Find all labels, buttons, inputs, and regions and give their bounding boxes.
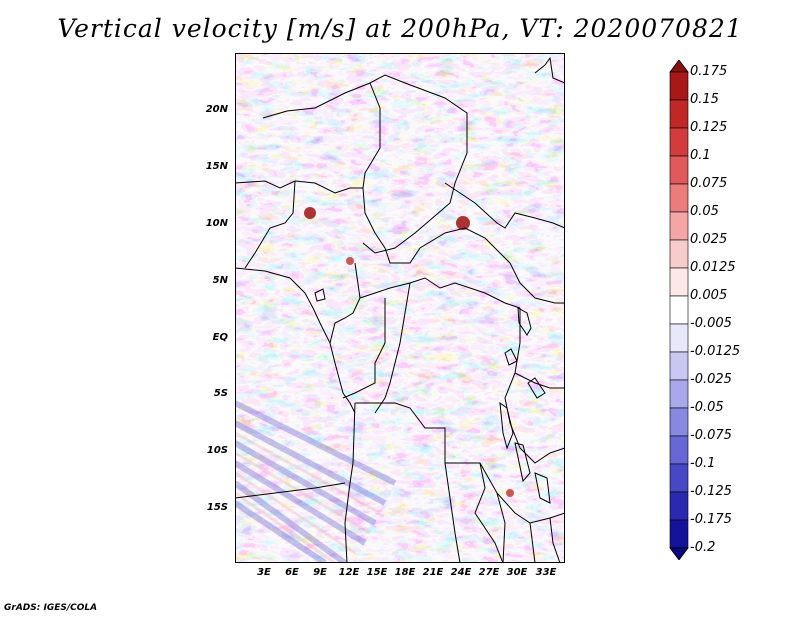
colorbar-label: -0.005 xyxy=(690,316,732,331)
lat-label: EQ xyxy=(212,332,228,343)
colorbar-label: -0.0125 xyxy=(690,344,741,359)
lon-label: 6E xyxy=(285,567,299,578)
colorbar-label: 0.1 xyxy=(690,148,711,163)
colorbar-min-arrow xyxy=(669,547,689,560)
colorbar-label: 0.125 xyxy=(690,120,728,135)
colorbar-label: -0.025 xyxy=(690,372,732,387)
colorbar-segment xyxy=(669,519,689,549)
lon-label: 18E xyxy=(394,567,416,578)
lon-label: 15E xyxy=(366,567,388,578)
colorbar-segment xyxy=(669,491,689,521)
lon-label: 24E xyxy=(450,567,472,578)
colorbar-label: 0.175 xyxy=(690,64,728,79)
colorbar-segment xyxy=(669,407,689,437)
colorbar-label: 0.05 xyxy=(690,204,719,219)
velocity-field xyxy=(235,53,565,563)
lat-label: 5N xyxy=(212,275,228,286)
colorbar-segment xyxy=(669,435,689,465)
colorbar-label: 0.075 xyxy=(690,176,728,191)
lat-label: 10N xyxy=(205,218,228,229)
lon-label: 33E xyxy=(535,567,557,578)
lon-label: 9E xyxy=(313,567,327,578)
lon-label: 30E xyxy=(506,567,528,578)
colorbar-max-arrow xyxy=(669,60,689,73)
coastline xyxy=(235,56,565,414)
colorbar-segment xyxy=(669,267,689,297)
colorbar-segment xyxy=(669,379,689,409)
colorbar-segment xyxy=(669,71,689,101)
colorbar-segment xyxy=(669,239,689,269)
colorbar-label: 0.15 xyxy=(690,92,719,107)
country-borders xyxy=(235,74,565,563)
colorbar-label: -0.2 xyxy=(690,540,716,555)
colorbar xyxy=(669,60,689,560)
colorbar-segment xyxy=(669,351,689,381)
lat-label: 10S xyxy=(206,445,228,456)
colorbar-label: 0.005 xyxy=(690,288,728,303)
streak-overlay xyxy=(235,400,397,563)
credit-text: GrADS: IGES/COLA xyxy=(4,603,98,613)
colorbar-segment xyxy=(669,99,689,129)
chart-title: Vertical velocity [m/s] at 200hPa, VT: 2… xyxy=(57,14,743,43)
vertical-velocity-map xyxy=(235,53,565,563)
hotspot-markers xyxy=(304,207,514,497)
great-lakes xyxy=(499,307,551,504)
lon-label: 21E xyxy=(422,567,444,578)
colorbar-segment xyxy=(669,127,689,157)
colorbar-label: -0.1 xyxy=(690,456,716,471)
map-frame xyxy=(235,53,565,563)
colorbar-segment xyxy=(669,463,689,493)
lat-label: 15S xyxy=(206,502,228,513)
lat-label: 15N xyxy=(205,161,228,172)
colorbar-segment xyxy=(669,155,689,185)
lat-label: 20N xyxy=(205,104,228,115)
colorbar-label: -0.05 xyxy=(690,400,724,415)
lon-label: 27E xyxy=(478,567,500,578)
colorbar-label: -0.125 xyxy=(690,484,732,499)
lon-label: 12E xyxy=(338,567,360,578)
colorbar-label: -0.175 xyxy=(690,512,732,527)
colorbar-segment xyxy=(669,295,689,325)
colorbar-label: 0.0125 xyxy=(690,260,736,275)
colorbar-segment xyxy=(669,211,689,241)
lon-label: 3E xyxy=(257,567,271,578)
colorbar-segment xyxy=(669,183,689,213)
colorbar-label: 0.025 xyxy=(690,232,728,247)
lat-label: 5S xyxy=(213,388,228,399)
colorbar-segment xyxy=(669,323,689,353)
colorbar-label: -0.075 xyxy=(690,428,732,443)
